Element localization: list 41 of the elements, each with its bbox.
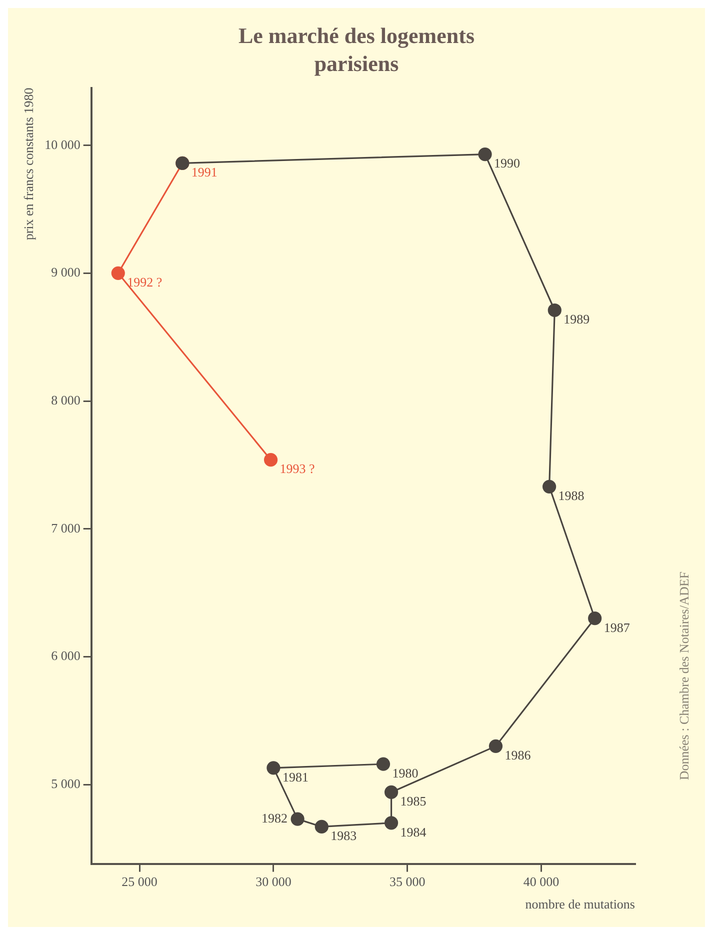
- point: [588, 612, 602, 626]
- y-tick-label: 6 000: [51, 648, 80, 664]
- point: [264, 453, 278, 467]
- annotation: 1990: [494, 156, 520, 171]
- chart-title: Le marché des logements parisiens: [237, 22, 476, 77]
- y-axis-title: prix en francs constants 1980: [21, 88, 36, 240]
- point: [542, 480, 556, 494]
- annotation: 1980: [392, 766, 418, 781]
- annotation: 1991: [191, 164, 218, 180]
- x-tick-label: 35 000: [389, 874, 426, 890]
- point: [376, 757, 390, 771]
- point: [384, 785, 398, 800]
- annotation: 1983: [330, 828, 357, 844]
- annotation: 1986: [504, 748, 532, 763]
- point: [111, 266, 125, 280]
- point: [266, 761, 280, 775]
- point: [478, 147, 492, 162]
- annotation: 1985: [400, 794, 426, 809]
- point: [314, 820, 328, 834]
- point: [290, 812, 304, 826]
- annotation: 1988: [558, 488, 584, 504]
- y-tick-label: 5 000: [51, 776, 80, 791]
- x-tick-label: 25 000: [122, 874, 158, 890]
- point: [548, 303, 562, 318]
- x-axis-title: nombre de mutations: [525, 896, 635, 912]
- annotation: 1992 ?: [127, 274, 162, 290]
- annotation: 1987: [604, 620, 630, 635]
- annotation: 1984: [400, 824, 427, 840]
- annotation: 1989: [564, 312, 590, 327]
- point: [384, 816, 398, 830]
- y-tick-label: 10 000: [44, 136, 80, 152]
- y-tick-label: 7 000: [51, 520, 80, 536]
- point: [488, 739, 503, 753]
- x-tick-label: 40 000: [523, 874, 560, 890]
- x-tick-label: 30 000: [256, 874, 292, 890]
- text: Données : Chambre des Notaires/ADEF: [676, 571, 692, 780]
- y-tick-label: 8 000: [51, 392, 80, 408]
- annotation: 1981: [282, 769, 308, 784]
- annotation: 1993 ?: [280, 461, 316, 476]
- annotation: 1982: [262, 810, 288, 826]
- y-tick-label: 9 000: [51, 264, 80, 280]
